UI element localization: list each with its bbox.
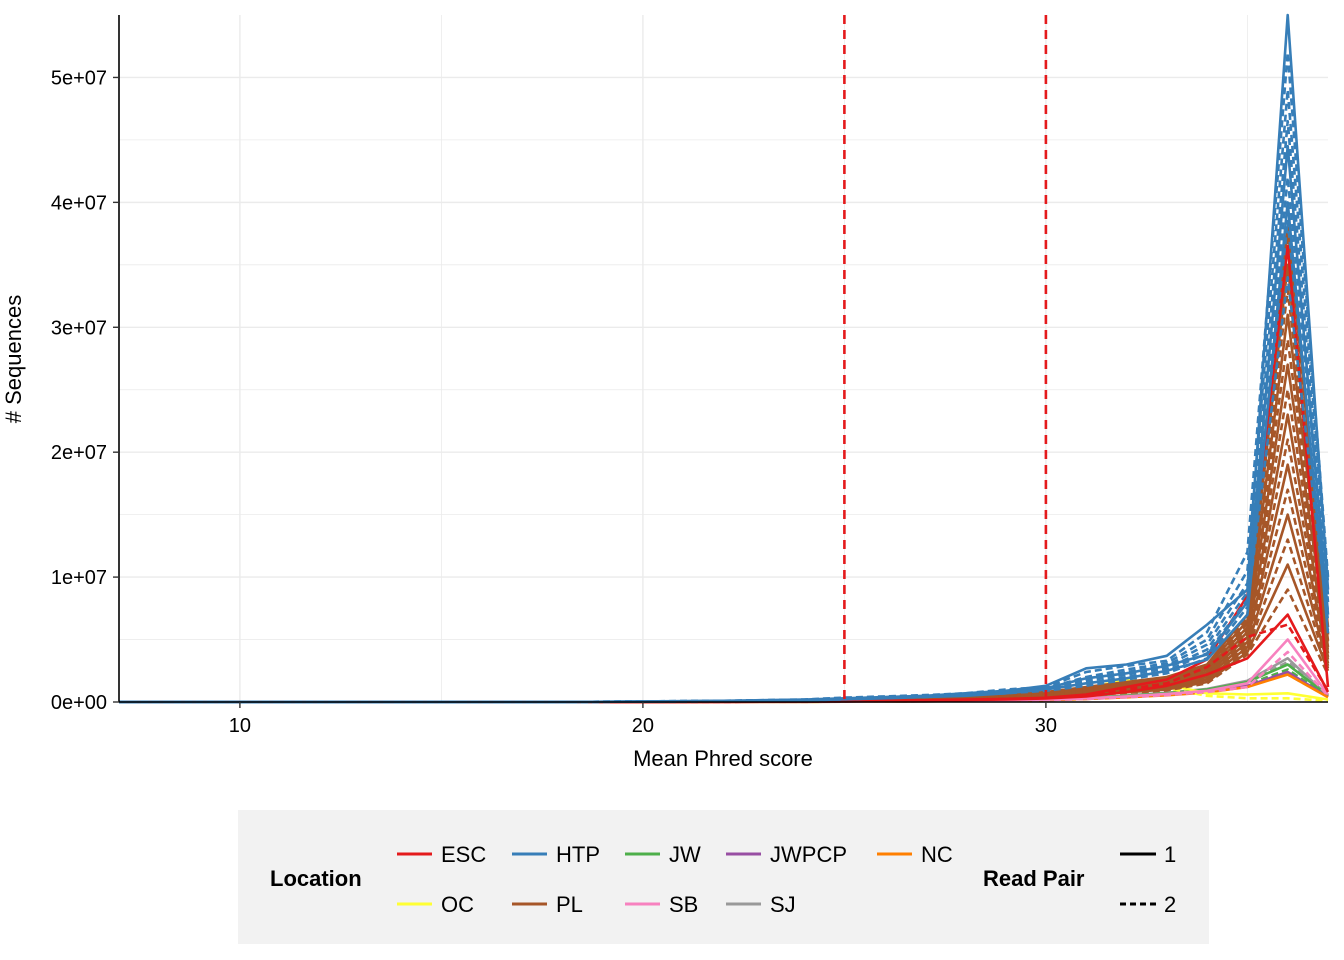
legend-label: PL — [556, 892, 583, 917]
legend-readpair-items: 12 — [1120, 842, 1176, 917]
legend-label: JWPCP — [770, 842, 847, 867]
y-tick-label: 5e+07 — [51, 67, 107, 89]
legend-label: HTP — [556, 842, 600, 867]
legend-item-esc: ESC — [397, 842, 486, 867]
legend-location-title: Location — [270, 866, 362, 891]
series-line-htp-readpair-2 — [119, 219, 1330, 704]
y-tick-label: 3e+07 — [51, 317, 107, 339]
y-axis-title: # Sequences — [1, 295, 26, 423]
legend-item-jw: JW — [625, 842, 701, 867]
legend-location-items: ESC HTP JW JWPCP NC OC PL SB SJ — [397, 842, 953, 917]
legend-label: SJ — [770, 892, 796, 917]
series-line-esc-readpair-1 — [119, 613, 1330, 704]
legend-label: NC — [921, 842, 953, 867]
y-tick-label: 0e+00 — [51, 692, 107, 714]
legend-item-sj: SJ — [726, 892, 796, 917]
series-line-htp-readpair-1 — [119, 13, 1330, 704]
legend-item-readpair-2: 2 — [1120, 892, 1176, 917]
legend-item-nc: NC — [877, 842, 953, 867]
legend-item-sb: SB — [625, 892, 698, 917]
series-line-pl-readpair-2 — [119, 388, 1330, 704]
series-line-pl-readpair-1 — [119, 463, 1330, 704]
legend-label: SB — [669, 892, 698, 917]
legend-item-oc: OC — [397, 892, 474, 917]
series-line-htp-readpair-2 — [119, 176, 1330, 704]
series-line-esc-readpair-1 — [119, 244, 1330, 704]
legend-item-htp: HTP — [512, 842, 600, 867]
grid — [119, 15, 1328, 703]
y-tick-label: 2e+07 — [51, 442, 107, 464]
series-line-pl-readpair-2 — [119, 438, 1330, 704]
legend-label: ESC — [441, 842, 486, 867]
legend-background — [238, 810, 1209, 944]
series-line-htp-readpair-2 — [119, 51, 1330, 704]
reference-lines — [843, 15, 1048, 702]
series-line-htp-readpair-2 — [119, 275, 1330, 704]
axes — [118, 15, 1328, 703]
series-line-pl-readpair-1 — [119, 363, 1330, 704]
legend-item-pl: PL — [512, 892, 583, 917]
y-tick-labels: 0e+00 1e+07 2e+07 3e+07 4e+07 5e+07 — [51, 67, 119, 714]
series-line-pl-readpair-2 — [119, 238, 1330, 704]
series-line-htp-readpair-1 — [119, 144, 1330, 704]
series-line-htp-readpair-2 — [119, 119, 1330, 704]
x-tick-labels: 10 20 30 — [229, 702, 1057, 737]
series-lines — [119, 13, 1330, 704]
legend-label: JW — [669, 842, 701, 867]
x-axis-title: Mean Phred score — [633, 746, 813, 771]
legend-readpair-title: Read Pair — [983, 866, 1085, 891]
series-line-pl-readpair-1 — [119, 263, 1330, 704]
y-tick-label: 1e+07 — [51, 567, 107, 589]
series-line-pl-readpair-2 — [119, 288, 1330, 704]
series-line-pl-readpair-1 — [119, 226, 1330, 704]
series-line-htp-readpair-2 — [119, 88, 1330, 704]
x-tick-label: 30 — [1035, 715, 1057, 737]
legend-item-readpair-1: 1 — [1120, 842, 1176, 867]
legend-item-jwpcp: JWPCP — [726, 842, 847, 867]
legend-label: 2 — [1164, 892, 1176, 917]
legend: Location ESC HTP JW JWPCP NC OC PL SB SJ Read Pa… — [238, 810, 1209, 944]
series-line-pl-readpair-1 — [119, 313, 1330, 704]
x-tick-label: 10 — [229, 715, 251, 737]
y-tick-label: 4e+07 — [51, 192, 107, 214]
legend-label: OC — [441, 892, 474, 917]
x-tick-label: 20 — [632, 715, 654, 737]
legend-label: 1 — [1164, 842, 1176, 867]
series-line-pl-readpair-2 — [119, 338, 1330, 704]
